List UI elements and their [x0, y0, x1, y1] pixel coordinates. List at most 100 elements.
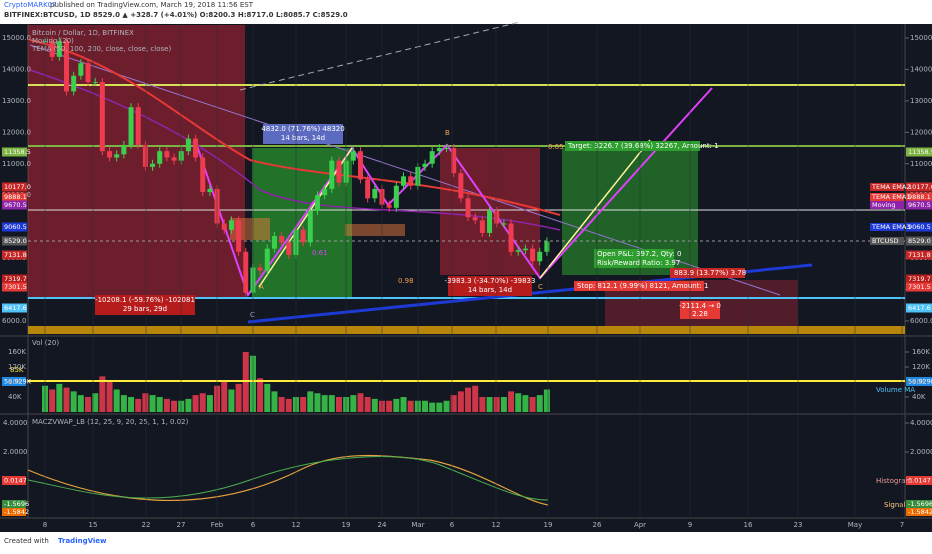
x-tick-label: 23	[794, 521, 803, 529]
candle	[264, 248, 270, 271]
volume-bar	[515, 393, 522, 412]
volume-bar	[63, 387, 70, 412]
price-tag: 9888.1	[4, 193, 27, 201]
x-tick-label: Feb	[211, 521, 224, 529]
x-tick-label: May	[848, 521, 862, 529]
candle	[228, 220, 234, 230]
candle	[487, 210, 493, 233]
volume-bar	[285, 398, 292, 412]
candle	[78, 63, 84, 76]
symbol-line: BITFINEX:BTCUSD, 1D 8529.0 ▲ +328.7 (+4.…	[4, 11, 348, 19]
annotation: 4832.0 (71.76%) 48320	[261, 125, 344, 133]
right-label: BTCUSD	[872, 237, 898, 245]
volume-bar	[149, 395, 156, 412]
tag-box	[906, 476, 932, 485]
candle	[508, 223, 514, 252]
annotation-box	[574, 281, 704, 291]
annotation: -3983.3 (-34.70%) -39833	[445, 277, 536, 285]
candle	[408, 176, 414, 186]
zone-band	[28, 326, 905, 334]
candle	[472, 217, 478, 221]
volume-bars	[42, 352, 550, 412]
candle	[329, 160, 335, 189]
zone	[230, 218, 270, 240]
volume-bar	[500, 397, 507, 412]
x-tick-label: Apr	[634, 521, 646, 529]
publisher[interactable]: CryptoMARK07	[4, 1, 57, 9]
candle	[99, 82, 105, 152]
candle	[135, 107, 141, 145]
candle	[530, 248, 536, 262]
volume-bar	[529, 397, 536, 412]
annotation: Open P&L: 397.2, Qty: 0	[597, 250, 682, 258]
candle	[429, 151, 435, 164]
volume-bar	[328, 395, 335, 412]
x-tick-label: 12	[492, 521, 501, 529]
macd-tag: -1.5842	[4, 508, 29, 516]
volume-bar	[257, 378, 264, 412]
volume-bar	[486, 397, 493, 412]
tag-box	[906, 303, 932, 313]
tag-box	[2, 303, 27, 313]
candle	[236, 220, 242, 252]
volume-bar	[536, 395, 543, 412]
tag-box	[906, 508, 932, 516]
tag-box	[906, 192, 932, 202]
x-tick-label: 12	[292, 521, 301, 529]
annotation: 14 bars, 14d	[468, 286, 512, 294]
footer-brand[interactable]: TradingView	[58, 537, 107, 545]
candle	[121, 144, 127, 155]
label-box	[870, 237, 904, 245]
candle	[128, 107, 134, 145]
candle	[142, 144, 148, 167]
volume-bar	[264, 383, 271, 412]
volume-bar	[128, 397, 135, 412]
tag-box	[2, 200, 27, 210]
x-tick-label: 9	[688, 521, 692, 529]
candle	[193, 138, 199, 158]
volume-bar	[206, 395, 213, 412]
volume-bar	[522, 395, 529, 412]
price-tag: 9060.5	[908, 223, 931, 231]
point-label: B	[445, 129, 450, 137]
zone	[345, 224, 405, 236]
trend-line	[239, 21, 521, 91]
price-tag: 8529.0	[908, 237, 931, 245]
candle	[336, 160, 342, 183]
annotation-box	[594, 249, 674, 268]
volume-bar	[450, 395, 457, 412]
x-tick-label: 8	[43, 521, 47, 529]
price-tag: 7301.5	[4, 283, 27, 291]
price-tag: 7319.7	[4, 275, 27, 283]
annotation: Risk/Reward Ratio: 3.97	[597, 259, 680, 267]
volume-ma-label: Volume MA	[876, 386, 915, 394]
candle	[150, 163, 156, 167]
price-tick-label: 15000.0	[2, 34, 31, 42]
macd-tick-label: 2.0000	[910, 448, 932, 456]
x-tick-label: 19	[342, 521, 351, 529]
legend-ma: Moving (20)	[32, 37, 74, 45]
candle	[271, 236, 277, 249]
price-tag: 9670.5	[908, 201, 931, 209]
x-tick-label: 6	[251, 521, 256, 529]
tag-box	[2, 236, 27, 246]
volume-bar	[278, 397, 285, 412]
price-tag: 11358.5	[908, 148, 932, 156]
volume-bar	[357, 393, 364, 412]
price-tag: 11358.5	[4, 148, 31, 156]
tag-box	[906, 250, 932, 260]
macd-tick-label: 2.0000	[3, 448, 28, 456]
volume-bar	[199, 393, 206, 412]
label-box	[870, 201, 904, 209]
volume-bar	[465, 387, 472, 412]
candle	[49, 41, 55, 57]
candle	[185, 138, 191, 152]
price-tick-label: 11000.0	[2, 160, 31, 168]
volume-bar	[142, 393, 149, 412]
volume-bar	[508, 391, 515, 412]
point-label: C	[250, 311, 255, 319]
tag-box	[2, 508, 26, 516]
right-label: TEMA EMA1	[871, 193, 911, 201]
volume-bar	[77, 395, 84, 412]
tag-box	[906, 377, 932, 386]
